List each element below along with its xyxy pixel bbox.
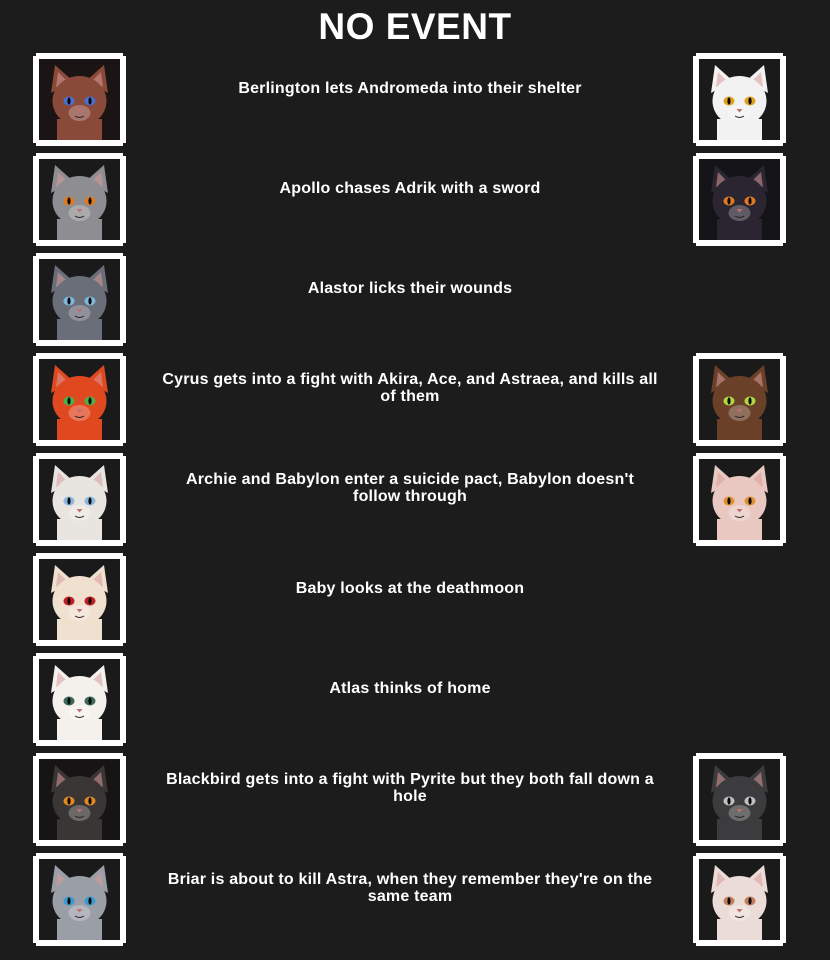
cat-portrait [39,259,120,340]
right-portrait-frame [693,453,786,546]
cat-portrait [699,459,780,540]
event-row: Blackbird gets into a fight with Pyrite … [0,753,830,853]
event-text: Archie and Babylon enter a suicide pact,… [186,471,634,505]
event-text: Cyrus gets into a fight with Akira, Ace,… [162,371,658,405]
event-row: Berlington lets Andromeda into their she… [0,53,830,153]
cat-portrait [39,559,120,640]
event-list: Berlington lets Andromeda into their she… [0,53,830,953]
event-text: Apollo chases Adrik with a sword [279,179,541,197]
left-portrait-frame [33,253,126,346]
event-text: Blackbird gets into a fight with Pyrite … [166,771,654,805]
event-row: Baby looks at the deathmoon [0,553,830,653]
right-portrait-frame [693,53,786,146]
cat-portrait [699,59,780,140]
left-portrait-frame [33,853,126,946]
event-row: Briar is about to kill Astra, when they … [0,853,830,953]
event-text: Alastor licks their wounds [307,279,513,297]
cat-portrait [699,159,780,240]
event-text: Baby looks at the deathmoon [295,579,525,597]
cat-portrait [699,359,780,440]
cat-portrait [39,159,120,240]
left-portrait-frame [33,753,126,846]
cat-portrait [39,59,120,140]
right-portrait-frame [693,153,786,246]
cat-portrait [39,859,120,940]
event-row: Apollo chases Adrik with a sword [0,153,830,253]
cat-portrait [39,759,120,840]
event-text: Atlas thinks of home [329,679,491,697]
left-portrait-frame [33,453,126,546]
cat-portrait [699,859,780,940]
left-portrait-frame [33,153,126,246]
event-text: Berlington lets Andromeda into their she… [238,79,582,97]
right-portrait-frame [693,753,786,846]
event-text: Briar is about to kill Astra, when they … [167,871,653,905]
cat-portrait [39,659,120,740]
cat-portrait [39,359,120,440]
right-portrait-frame [693,853,786,946]
cat-portrait [699,759,780,840]
event-row: Cyrus gets into a fight with Akira, Ace,… [0,353,830,453]
left-portrait-frame [33,553,126,646]
left-portrait-frame [33,53,126,146]
left-portrait-frame [33,653,126,746]
page-title: NO EVENT [318,6,512,47]
right-portrait-frame [693,353,786,446]
left-portrait-frame [33,353,126,446]
event-row: Atlas thinks of home [0,653,830,753]
event-row: Archie and Babylon enter a suicide pact,… [0,453,830,553]
cat-portrait [39,459,120,540]
event-row: Alastor licks their wounds [0,253,830,353]
